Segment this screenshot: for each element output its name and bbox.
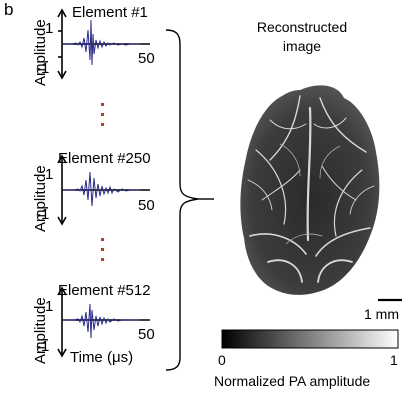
y-tick-min-2: -1 (36, 206, 50, 223)
colorbar-max-label: 1 (390, 352, 398, 368)
y-tick-max-3: 1 (45, 298, 54, 315)
signal-title-element-250: Element #250 (58, 150, 151, 167)
signal-waveform-1 (62, 19, 140, 66)
colorbar-min-label: 0 (218, 352, 226, 368)
reconstructed-brain-image (240, 85, 380, 295)
signal-axes-3 (57, 286, 150, 358)
signal-waveform-3 (62, 303, 140, 339)
x-tick-3: 50 (138, 326, 155, 343)
signal-title-element-1: Element #1 (72, 4, 148, 21)
signal-title-element-512: Element #512 (58, 282, 151, 299)
scale-bar-label: 1 mm (364, 306, 399, 322)
reconstructed-title-line-1: Reconstructed (256, 19, 348, 35)
colorbar-label: Normalized PA amplitude (214, 373, 371, 389)
curly-brace (165, 29, 199, 371)
y-tick-min-3: -1 (36, 338, 50, 355)
ellipsis-dots-2 (101, 238, 104, 261)
y-tick-min-1: -1 (36, 60, 50, 77)
panel-letter: b (4, 0, 14, 19)
ellipsis-dots-1 (101, 103, 104, 126)
signal-waveform-2 (62, 171, 140, 207)
reconstructed-image-title: Reconstructed image (222, 18, 382, 56)
x-tick-2: 50 (138, 197, 155, 214)
colorbar (221, 329, 399, 349)
x-tick-1: 50 (138, 50, 155, 67)
reconstructed-title-line-2: image (282, 38, 322, 54)
y-tick-max-1: 1 (45, 20, 54, 37)
x-axis-label-time: Time (μs) (70, 349, 134, 366)
y-tick-max-2: 1 (45, 166, 54, 183)
